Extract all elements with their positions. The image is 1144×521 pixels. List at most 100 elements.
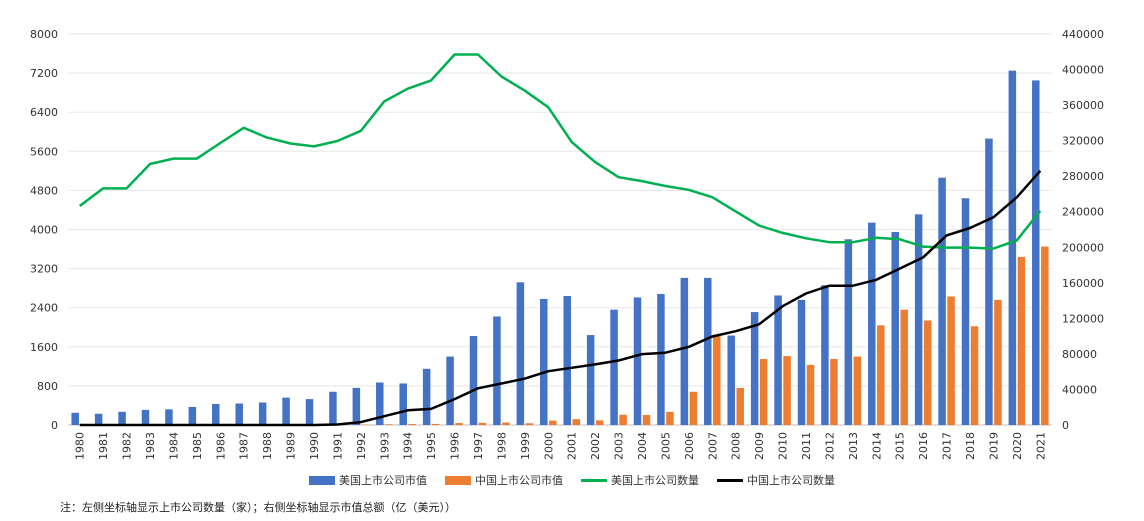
bar-1984-s0 (165, 409, 173, 425)
bar-2018-s1 (970, 326, 979, 425)
x-tick-label: 1997 (472, 432, 485, 460)
x-tick-label: 2010 (777, 432, 790, 460)
x-tick-label: 1992 (355, 432, 368, 460)
bar-1985-s0 (188, 406, 197, 425)
line-series (78, 53, 1042, 427)
bar-2005-s1 (666, 411, 674, 425)
bar-1987-s0 (235, 403, 243, 425)
bar-1992-s0 (352, 387, 361, 425)
bar-2009-s0 (750, 312, 759, 425)
left-tick-label: 1600 (30, 341, 58, 354)
chart: 0 800 1600 2400 3200 4000 4800 5600 6400 7200 8000… (30, 28, 1104, 460)
bar-2016-s0 (914, 214, 923, 425)
x-tick-label: 2015 (894, 432, 907, 460)
x-tick-label: 2019 (987, 432, 1000, 460)
x-tick-label: 2002 (589, 432, 602, 460)
x-tick-label: 2016 (917, 432, 930, 460)
x-tick-label: 1998 (495, 432, 508, 460)
line-series-0 (78, 53, 1042, 250)
bar-2017-s1 (947, 296, 955, 425)
x-tick-label: 1982 (121, 432, 134, 460)
bar-2002-s1 (595, 420, 604, 425)
bar-2016-s1 (923, 320, 932, 425)
x-tick-label: 1989 (285, 432, 298, 460)
right-tick-label: 440000 (1062, 28, 1104, 41)
left-tick-label: 4000 (30, 224, 58, 237)
right-tick-label: 320000 (1062, 135, 1104, 148)
bar-2005-s0 (657, 294, 665, 425)
bar-2020-s1 (1017, 256, 1026, 425)
bar-1986-s0 (212, 403, 220, 425)
x-tick-label: 2017 (941, 432, 954, 460)
x-tick-label: 2000 (542, 432, 555, 460)
bar-2020-s0 (1008, 70, 1017, 425)
legend-item-us-market-cap: 美国上市公司市值 (309, 472, 427, 488)
legend-item-cn-count: 中国上市公司数量 (717, 472, 835, 488)
x-tick-label: 2006 (683, 432, 696, 460)
right-tick-label: 360000 (1062, 99, 1104, 112)
gridlines (68, 33, 1052, 426)
legend-swatch (309, 475, 335, 485)
bar-1980-s0 (71, 412, 79, 425)
x-tick-label: 1999 (519, 432, 532, 460)
left-tick-label: 2400 (30, 302, 58, 315)
left-tick-label: 800 (37, 380, 58, 393)
x-tick-label: 1990 (308, 432, 321, 460)
bar-1998-s1 (502, 422, 510, 425)
legend-swatch (581, 478, 607, 482)
bar-1994-s0 (399, 383, 407, 425)
x-tick-label: 2013 (847, 432, 860, 460)
legend: 美国上市公司市值 中国上市公司市值 美国上市公司数量 中国上市公司数量 (0, 472, 1144, 488)
right-tick-label: 400000 (1062, 64, 1104, 77)
bar-1991-s0 (329, 391, 337, 425)
bar-1982-s0 (118, 411, 126, 425)
x-tick-label: 2008 (730, 432, 743, 460)
bar-2019-s1 (994, 299, 1002, 425)
bar-2012-s0 (821, 285, 829, 425)
right-tick-label: 200000 (1062, 241, 1104, 254)
left-tick-label: 5600 (30, 145, 58, 158)
bar-1993-s0 (376, 382, 384, 425)
bar-series (71, 70, 1049, 426)
bar-2002-s0 (586, 335, 595, 425)
bar-1997-s0 (469, 336, 478, 425)
x-tick-label: 1985 (191, 432, 204, 460)
x-tick-label: 2014 (870, 432, 883, 460)
bar-1999-s0 (516, 282, 525, 425)
bar-2009-s1 (759, 359, 768, 425)
bar-2012-s1 (830, 359, 838, 425)
x-tick-label: 2018 (964, 432, 977, 460)
x-tick-label: 1995 (425, 432, 438, 460)
left-tick-label: 8000 (30, 28, 58, 41)
bar-1999-s1 (525, 423, 534, 425)
bar-2014-s1 (877, 325, 885, 425)
bar-2000-s0 (540, 298, 548, 425)
x-tick-label: 2021 (1034, 432, 1047, 460)
x-tick-label: 1994 (402, 432, 415, 460)
left-tick-label: 6400 (30, 106, 58, 119)
left-tick-label: 3200 (30, 263, 58, 276)
bar-2010-s0 (774, 295, 782, 425)
bar-2019-s0 (985, 138, 993, 425)
bar-2004-s0 (633, 297, 642, 425)
right-tick-label: 40000 (1062, 383, 1097, 396)
left-tick-label: 4800 (30, 184, 58, 197)
bar-2006-s0 (680, 277, 689, 425)
bar-1983-s0 (141, 409, 150, 425)
x-tick-label: 1984 (167, 432, 180, 460)
bar-2015-s1 (900, 309, 908, 425)
x-tick-label: 2011 (800, 432, 813, 460)
right-axis: 0 40000 80000 120000 160000 200000 240000 28000… (1062, 28, 1104, 432)
bar-2008-s0 (727, 335, 735, 425)
bar-2001-s1 (572, 419, 580, 425)
x-tick-label: 1996 (449, 432, 462, 460)
legend-label: 美国上市公司数量 (611, 474, 699, 487)
bar-1995-s1 (431, 423, 440, 425)
right-tick-label: 240000 (1062, 206, 1104, 219)
bar-2003-s0 (610, 309, 618, 425)
bar-2018-s0 (961, 198, 970, 425)
x-tick-label: 1993 (378, 432, 391, 460)
x-tick-label: 2012 (823, 432, 836, 460)
legend-swatch (717, 478, 743, 482)
left-tick-label: 0 (51, 419, 58, 432)
